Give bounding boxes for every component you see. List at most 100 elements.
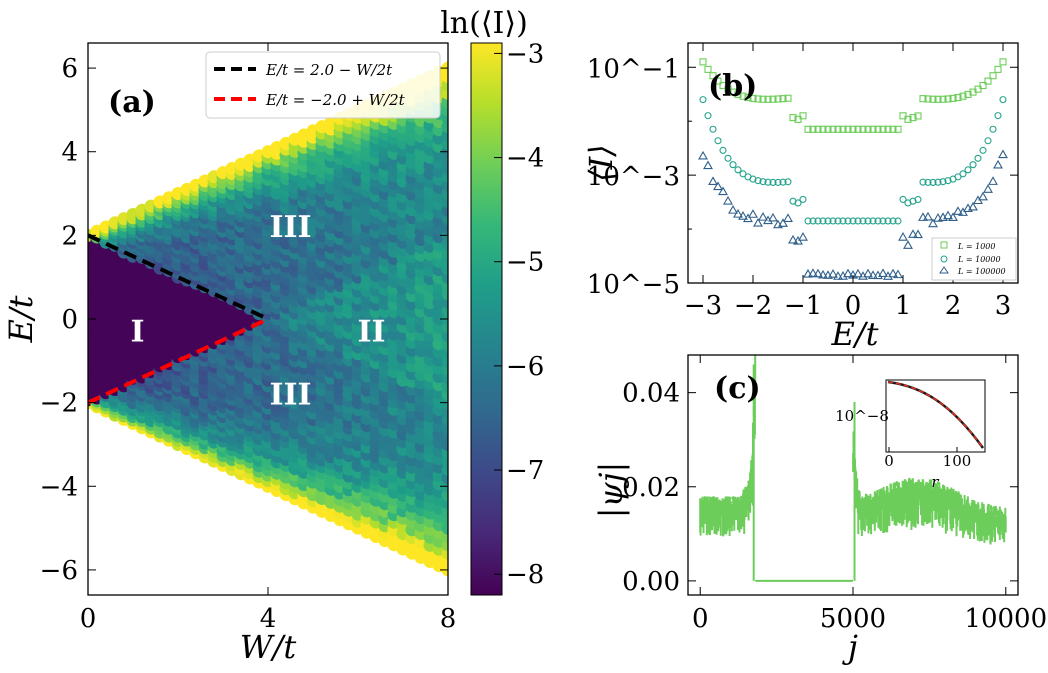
data-point-square <box>729 88 737 96</box>
data-point-triangle <box>738 211 748 220</box>
data-point-circle <box>704 112 712 120</box>
legend-b-marker-triangle <box>939 266 949 274</box>
data-point-triangle <box>758 212 768 221</box>
panel-b: −3 −2 −1 0 1 2 3 10^−1 10^−3 10^−5 (b) E/t ⟨I⟩ L … <box>582 42 1019 353</box>
data-point-triangle <box>818 269 828 279</box>
data-point-square <box>819 125 827 133</box>
data-point-square <box>879 125 887 133</box>
y-axis-label-a: E/t <box>2 295 40 343</box>
panel-a-label: (a) <box>108 85 156 120</box>
data-point-square <box>884 125 892 133</box>
ytick-label-c: 0.04 <box>622 379 680 409</box>
data-point-square <box>909 114 917 122</box>
data-point-square <box>759 95 767 103</box>
data-point-circle <box>864 217 872 225</box>
data-point-square <box>954 93 962 102</box>
data-point-square <box>789 114 797 122</box>
data-point-square <box>769 95 777 103</box>
data-point-square <box>739 92 747 100</box>
ytick-label-a: −4 <box>40 472 78 502</box>
data-point-triangle <box>983 184 993 193</box>
data-point-circle <box>769 178 777 186</box>
data-point-circle <box>894 217 902 225</box>
data-point-circle <box>849 217 857 225</box>
colorbar-tick-label: −8 <box>506 560 544 590</box>
data-point-circle <box>824 217 832 225</box>
data-point-square <box>979 81 987 90</box>
data-point-circle <box>839 217 847 225</box>
data-point-circle <box>779 178 787 186</box>
data-point-triangle <box>948 212 958 221</box>
data-point-square <box>974 85 982 93</box>
xtick-label-a: 4 <box>260 604 277 634</box>
data-point-circle <box>999 96 1007 104</box>
data-point-triangle <box>808 268 818 277</box>
data-point-circle <box>914 195 922 204</box>
x-axis-label-a: W/t <box>240 628 297 666</box>
data-point-square <box>854 125 862 133</box>
data-point-circle <box>924 178 932 186</box>
panel-c-wavefunction <box>699 355 1007 582</box>
data-point-triangle <box>918 212 928 221</box>
legend-b-marker-circle <box>940 255 948 263</box>
inset-xtick-label-0: 0 <box>884 452 894 470</box>
data-point-square <box>794 115 802 123</box>
data-point-circle <box>784 178 792 186</box>
data-point-circle <box>934 178 942 186</box>
inset-frame <box>885 379 986 453</box>
data-point-circle <box>764 178 772 186</box>
data-point-triangle <box>928 218 938 228</box>
legend-a-entry-2: E/t = −2.0 + W/2t <box>265 91 406 109</box>
data-point-square <box>964 90 972 98</box>
data-point-circle <box>804 217 812 225</box>
data-point-square <box>779 95 787 103</box>
ytick-label-a: 6 <box>61 54 78 84</box>
data-point-triangle <box>953 206 963 215</box>
data-point-triangle <box>943 210 953 220</box>
data-point-circle <box>974 154 982 162</box>
inset-fit-curve <box>887 381 984 449</box>
phase-line-2 <box>88 317 269 405</box>
data-point-square <box>824 125 832 133</box>
axis-c-ticks: 0 5000 10000 0.00 0.02 0.04 <box>622 355 1047 634</box>
ytick-label-a: 2 <box>61 221 78 251</box>
data-point-circle <box>834 217 842 225</box>
data-point-triangle <box>698 150 708 160</box>
colorbar-gradient <box>470 42 503 596</box>
data-point-triangle <box>868 270 878 279</box>
data-point-triangle <box>728 205 738 214</box>
data-point-circle <box>854 217 862 225</box>
panel-a: 0 4 8 −6 −4 −2 0 2 4 6 I II III III (a) E/t = 2.0… <box>2 42 456 666</box>
data-point-square <box>744 93 752 102</box>
data-point-circle <box>759 178 767 186</box>
region-label-III-upper: III <box>269 210 311 245</box>
data-point-square <box>704 65 712 73</box>
data-point-square <box>719 81 727 90</box>
xtick-label-b: −2 <box>734 291 772 321</box>
data-point-triangle <box>903 240 913 249</box>
data-point-square <box>734 90 742 98</box>
colorbar: −8 −7 −6 −5 −4 −3 ln(⟨I⟩) <box>440 6 544 596</box>
data-point-square <box>809 125 817 133</box>
data-point-square <box>919 95 927 103</box>
legend-a: E/t = 2.0 − W/2t E/t = −2.0 + W/2t <box>205 51 441 119</box>
data-point-circle <box>929 178 937 186</box>
data-point-square <box>894 125 902 133</box>
data-point-circle <box>729 161 737 169</box>
phase-line-1 <box>88 233 269 321</box>
data-point-square <box>804 125 812 133</box>
series-square <box>699 58 1007 133</box>
data-point-circle <box>874 217 882 225</box>
data-point-circle <box>774 178 782 186</box>
xtick-label-c: 5000 <box>820 604 886 634</box>
data-point-circle <box>919 178 927 186</box>
data-point-square <box>874 125 882 133</box>
data-point-circle <box>984 137 992 145</box>
xtick-label-c: 10000 <box>964 604 1047 634</box>
data-point-circle <box>739 170 747 178</box>
data-point-circle <box>899 195 907 203</box>
data-point-triangle <box>888 268 898 278</box>
data-point-square <box>899 112 907 120</box>
data-point-circle <box>724 154 732 162</box>
heatmap-field <box>88 61 448 577</box>
